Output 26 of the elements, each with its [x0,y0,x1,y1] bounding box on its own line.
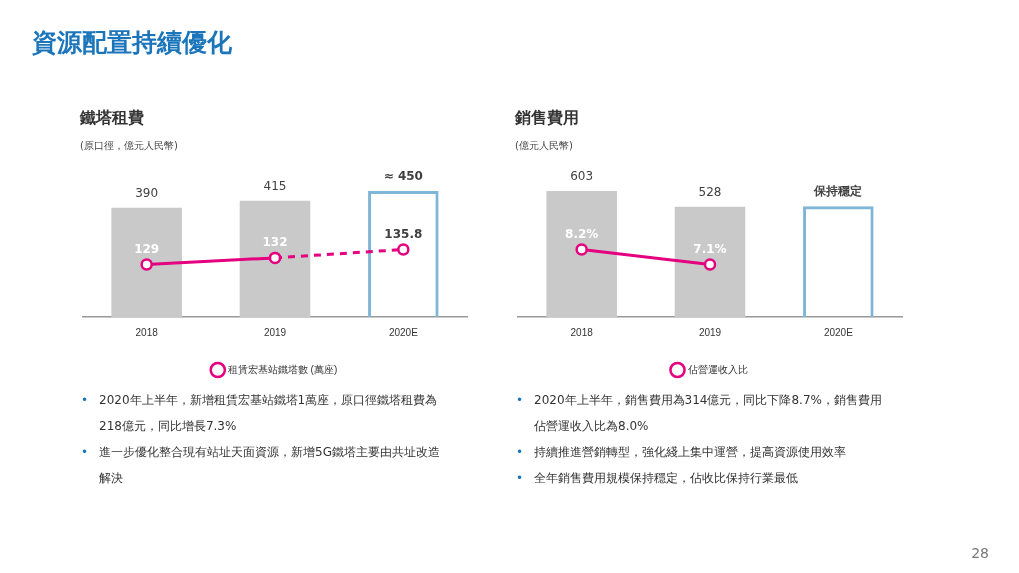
text: • 全年銷售費用規模保持穩定，佔收比保持行業最低 [516,470,798,487]
legend-label: 佔營運收入比 [686,363,748,375]
text: • 2020年上半年，銷售費用為314億元，同比下降8.7%，銷售費用佔營運收入比為8.0% [516,392,882,433]
chart-subtitle: (原口徑，億元人民幣) [80,139,179,153]
data-label: 135.8 [384,226,423,241]
data-label: 390 [135,185,159,200]
chart-subtitle: (億元人民幣) [515,139,574,153]
legend-label: 租賃宏基站鐵塔數 (萬座) [227,363,338,375]
x-tick-label: 2020E [823,326,854,338]
x-tick-label: 2018 [135,326,159,338]
data-label: 保持穩定 [813,184,863,199]
data-label: 415 [263,178,287,193]
chart-title: 銷售費用 [515,108,580,129]
x-tick-label: 2020E [388,326,419,338]
x-tick-label: 2019 [698,326,722,338]
text: • 進一步優化整合現有站址天面資源，新增5G鐵塔主要由共址改造解決 [81,444,440,485]
text: • 持續推進營銷轉型，強化綫上集中運營，提高資源使用效率 [516,444,846,461]
text: 資源配置持續優化 [32,27,232,59]
text: 28 [971,545,989,561]
x-tick-label: 2018 [570,326,594,338]
x-tick-label: 2019 [263,326,287,338]
data-label: 528 [698,184,722,199]
data-label: ≈ 450 [383,169,423,184]
text: • 2020年上半年，新增租賃宏基站鐵塔1萬座，原口徑鐵塔租費為218億元，同比增長7.3% [81,392,438,433]
chart-title: 鐵塔租費 [80,108,145,129]
data-label: 603 [570,169,594,184]
